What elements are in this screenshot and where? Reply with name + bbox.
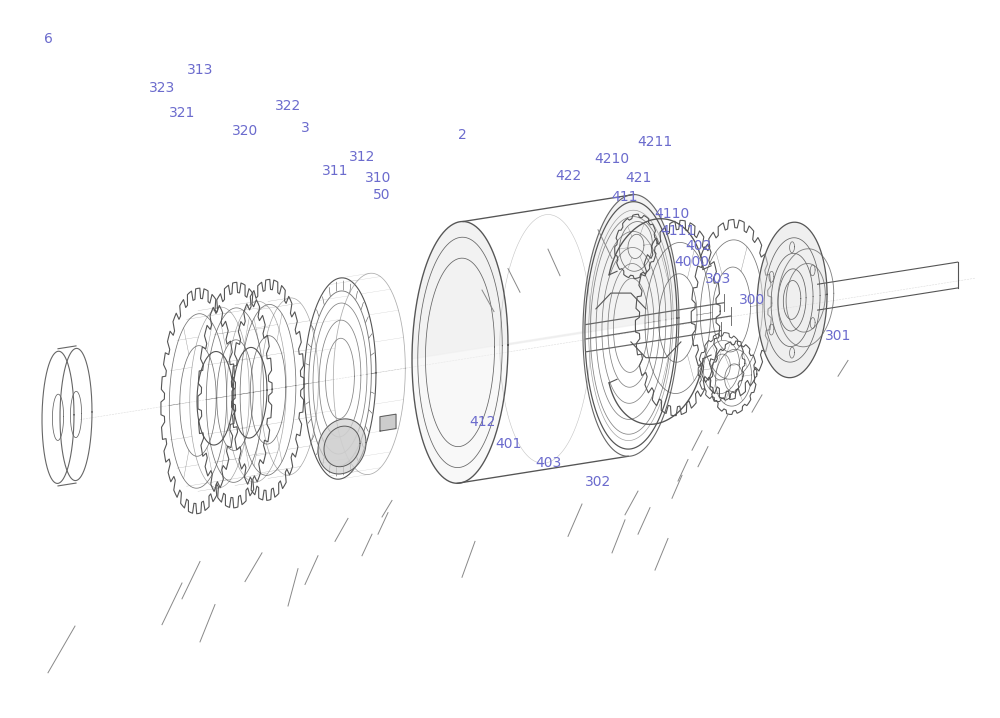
Polygon shape — [412, 221, 508, 483]
Text: 302: 302 — [585, 475, 611, 490]
Text: 300: 300 — [739, 293, 765, 307]
Polygon shape — [318, 419, 366, 474]
Text: 311: 311 — [322, 164, 348, 178]
Text: 403: 403 — [535, 456, 561, 470]
Text: 411: 411 — [612, 190, 638, 205]
Text: 4000: 4000 — [674, 255, 710, 269]
Text: 323: 323 — [149, 80, 175, 95]
Text: 4111: 4111 — [660, 224, 696, 238]
Polygon shape — [757, 222, 827, 378]
Text: 3: 3 — [301, 121, 309, 135]
Text: 312: 312 — [349, 149, 375, 164]
Text: 402: 402 — [685, 238, 711, 253]
Text: 322: 322 — [275, 99, 301, 113]
Text: 321: 321 — [169, 106, 195, 121]
Text: 4110: 4110 — [654, 207, 690, 221]
Text: 313: 313 — [187, 63, 213, 78]
Polygon shape — [380, 414, 396, 431]
Text: 422: 422 — [555, 169, 581, 183]
Text: 421: 421 — [625, 171, 651, 185]
Text: 401: 401 — [495, 437, 521, 451]
Text: 301: 301 — [825, 329, 851, 343]
Text: 4211: 4211 — [637, 135, 673, 149]
Text: 50: 50 — [373, 188, 391, 202]
Text: 303: 303 — [705, 271, 731, 286]
Text: 320: 320 — [232, 123, 258, 138]
Text: 4210: 4210 — [594, 152, 630, 167]
Text: 2: 2 — [458, 128, 466, 142]
Polygon shape — [412, 195, 679, 359]
Text: 6: 6 — [44, 32, 52, 47]
Polygon shape — [324, 426, 360, 467]
Text: 310: 310 — [365, 171, 391, 185]
Text: 412: 412 — [469, 415, 495, 429]
